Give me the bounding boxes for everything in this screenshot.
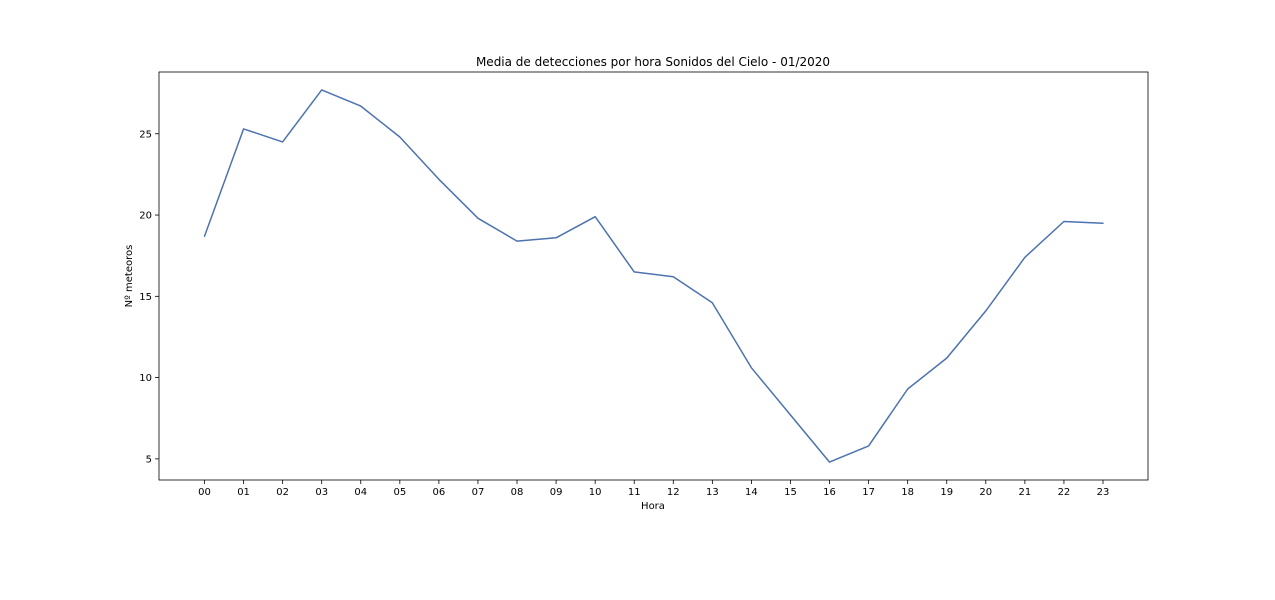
series-line bbox=[203, 89, 1104, 463]
y-tick-label: 25 bbox=[139, 129, 152, 140]
x-tick-label: 04 bbox=[354, 487, 367, 498]
chart-title: Media de detecciones por hora Sonidos de… bbox=[476, 55, 830, 69]
x-tick-label: 19 bbox=[940, 487, 953, 498]
x-tick-label: 02 bbox=[276, 487, 289, 498]
x-tick-label: 18 bbox=[901, 487, 914, 498]
x-tick-label: 14 bbox=[745, 487, 758, 498]
y-axis-label: Nº meteoros bbox=[124, 245, 135, 308]
x-tick-label: 08 bbox=[511, 487, 524, 498]
x-axis-label: Hora bbox=[641, 501, 665, 512]
plot-frame bbox=[158, 71, 1149, 481]
x-tick-label: 11 bbox=[628, 487, 641, 498]
x-tick-label: 00 bbox=[198, 487, 211, 498]
x-tick-label: 06 bbox=[433, 487, 446, 498]
x-tick-label: 15 bbox=[784, 487, 797, 498]
x-tick-label: 17 bbox=[862, 487, 875, 498]
x-tick-label: 20 bbox=[979, 487, 992, 498]
x-tick-label: 12 bbox=[667, 487, 680, 498]
x-tick-label: 16 bbox=[823, 487, 836, 498]
x-tick-label: 09 bbox=[550, 487, 563, 498]
x-tick-label: 13 bbox=[706, 487, 719, 498]
x-tick-label: 05 bbox=[393, 487, 406, 498]
x-tick-label: 21 bbox=[1019, 487, 1032, 498]
y-tick-label: 5 bbox=[146, 454, 152, 465]
x-tick-label: 01 bbox=[237, 487, 250, 498]
plot-area: 00 01 02 03 04 05 06 07 08 09 10 11 12 13 14 15 16 17 18 19… bbox=[139, 71, 1149, 498]
x-tick-label: 07 bbox=[472, 487, 485, 498]
x-tick-label: 10 bbox=[589, 487, 602, 498]
y-tick-label: 20 bbox=[139, 211, 152, 222]
y-tick-label: 15 bbox=[139, 292, 152, 303]
x-tick-label: 23 bbox=[1097, 487, 1110, 498]
y-tick-label: 10 bbox=[139, 373, 152, 384]
x-tick-label: 03 bbox=[315, 487, 328, 498]
x-tick-label: 22 bbox=[1058, 487, 1071, 498]
